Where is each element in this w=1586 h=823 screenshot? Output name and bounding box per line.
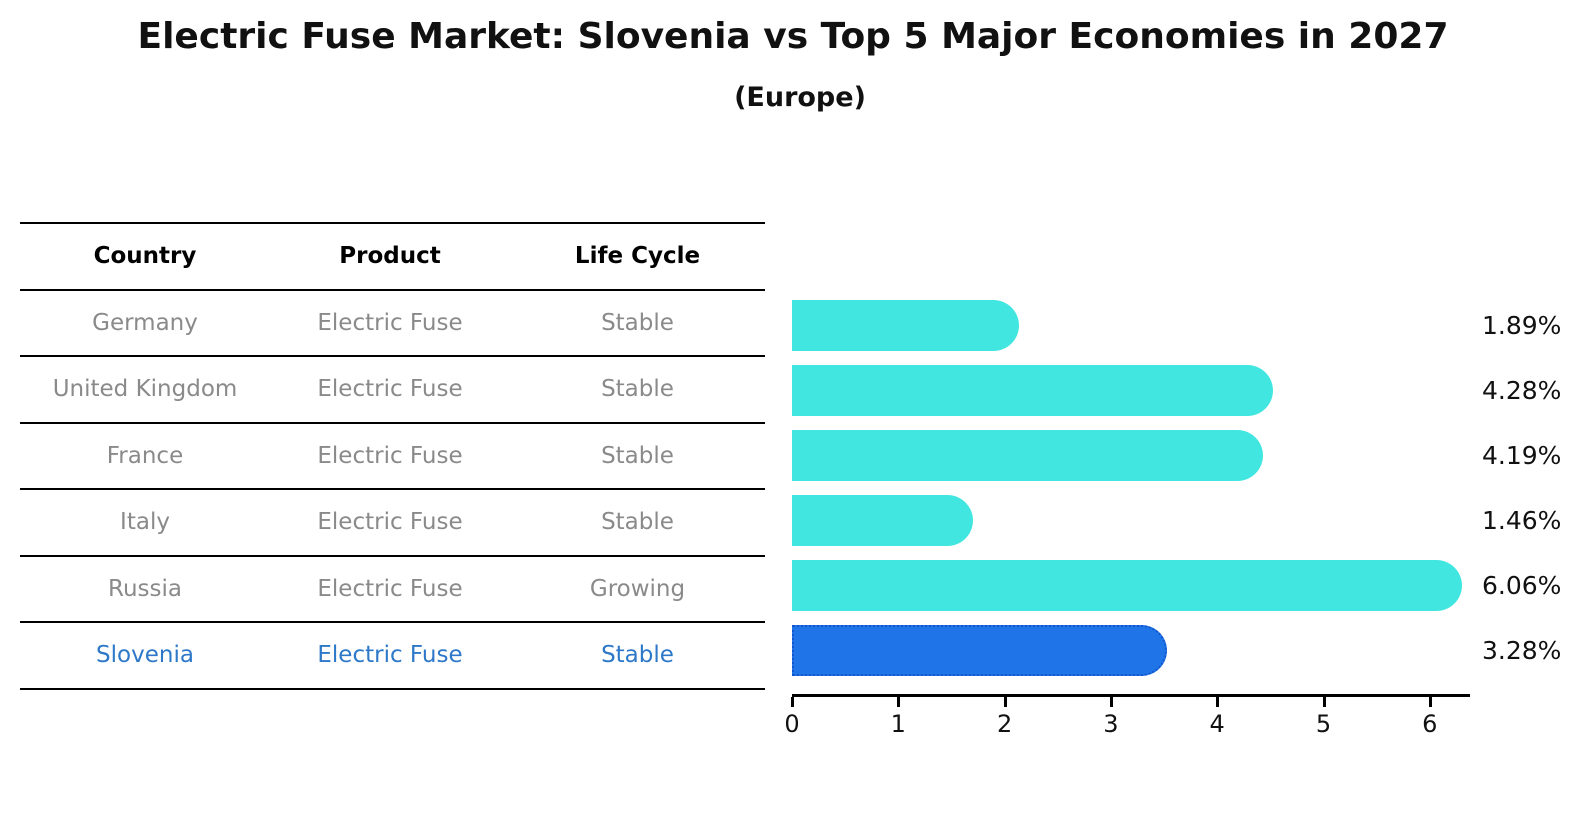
table-header-row: Country Product Life Cycle — [20, 224, 765, 291]
chart-title: Electric Fuse Market: Slovenia vs Top 5 … — [137, 16, 1449, 57]
col-header-product: Product — [339, 243, 441, 270]
cell-product: Electric Fuse — [317, 509, 463, 536]
col-header-life-cycle: Life Cycle — [574, 243, 701, 270]
bar-value-label-slovenia: 3.28% — [1482, 636, 1562, 665]
bar-value-label-united-kingdom: 4.28% — [1482, 376, 1562, 405]
table-row-italy: Italy Electric Fuse Stable — [20, 490, 765, 557]
cell-country: France — [106, 442, 184, 469]
bar-germany — [792, 300, 1019, 351]
table-row-united-kingdom: United Kingdom Electric Fuse Stable — [20, 357, 765, 424]
country-table: Country Product Life Cycle Germany Electr… — [20, 222, 765, 690]
bar-value-label-italy: 1.46% — [1482, 506, 1562, 535]
x-tick-label-6: 6 — [1422, 710, 1438, 738]
bar-france — [792, 430, 1263, 481]
x-tick-mark — [1216, 697, 1220, 707]
x-axis-line — [792, 694, 1470, 697]
x-tick-mark — [1322, 697, 1326, 707]
bar-italy — [792, 495, 973, 546]
x-tick-mark — [897, 697, 901, 707]
bar-russia — [792, 560, 1462, 611]
cell-product: Electric Fuse — [317, 309, 463, 336]
col-header-country: Country — [93, 243, 197, 270]
x-tick-mark — [1428, 697, 1432, 707]
cell-life-cycle: Stable — [601, 442, 674, 469]
bar-value-label-germany: 1.89% — [1482, 311, 1562, 340]
x-tick-mark — [791, 697, 794, 707]
x-tick-label-2: 2 — [996, 710, 1013, 738]
bar-slovenia — [792, 625, 1167, 676]
bar-value-label-russia: 6.06% — [1482, 571, 1562, 600]
bar-value-label-france: 4.19% — [1482, 441, 1562, 470]
cell-product: Electric Fuse — [317, 575, 463, 602]
table-row-france: France Electric Fuse Stable — [20, 424, 765, 490]
cell-country: Russia — [108, 575, 182, 602]
x-tick-mark — [1003, 697, 1007, 707]
cell-country: Germany — [92, 309, 198, 336]
x-tick-label-5: 5 — [1315, 710, 1332, 738]
cell-life-cycle: Stable — [601, 309, 674, 336]
cell-life-cycle: Stable — [601, 642, 674, 669]
table-row-slovenia: Slovenia Electric Fuse Stable — [20, 623, 765, 690]
cell-life-cycle: Stable — [601, 376, 674, 403]
cell-life-cycle: Growing — [589, 575, 686, 602]
x-tick-mark — [1109, 697, 1113, 707]
x-tick-label-1: 1 — [890, 710, 906, 738]
cell-country: Slovenia — [96, 642, 194, 669]
bar-united-kingdom — [792, 365, 1273, 416]
table-row-russia: Russia Electric Fuse Growing — [20, 557, 765, 623]
cell-country: Italy — [120, 509, 170, 536]
cell-product: Electric Fuse — [317, 442, 463, 469]
table-body: Germany Electric Fuse Stable United Kingdom… — [20, 291, 765, 690]
cell-product: Electric Fuse — [317, 642, 463, 669]
x-tick-label-0: 0 — [784, 710, 800, 738]
x-tick-label-3: 3 — [1103, 710, 1119, 738]
x-tick-label-4: 4 — [1209, 710, 1225, 738]
cell-product: Electric Fuse — [317, 376, 463, 403]
cell-country: United Kingdom — [52, 376, 238, 403]
cell-life-cycle: Stable — [601, 509, 674, 536]
chart-subtitle: (Europe) — [734, 82, 866, 113]
table-row-germany: Germany Electric Fuse Stable — [20, 291, 765, 357]
